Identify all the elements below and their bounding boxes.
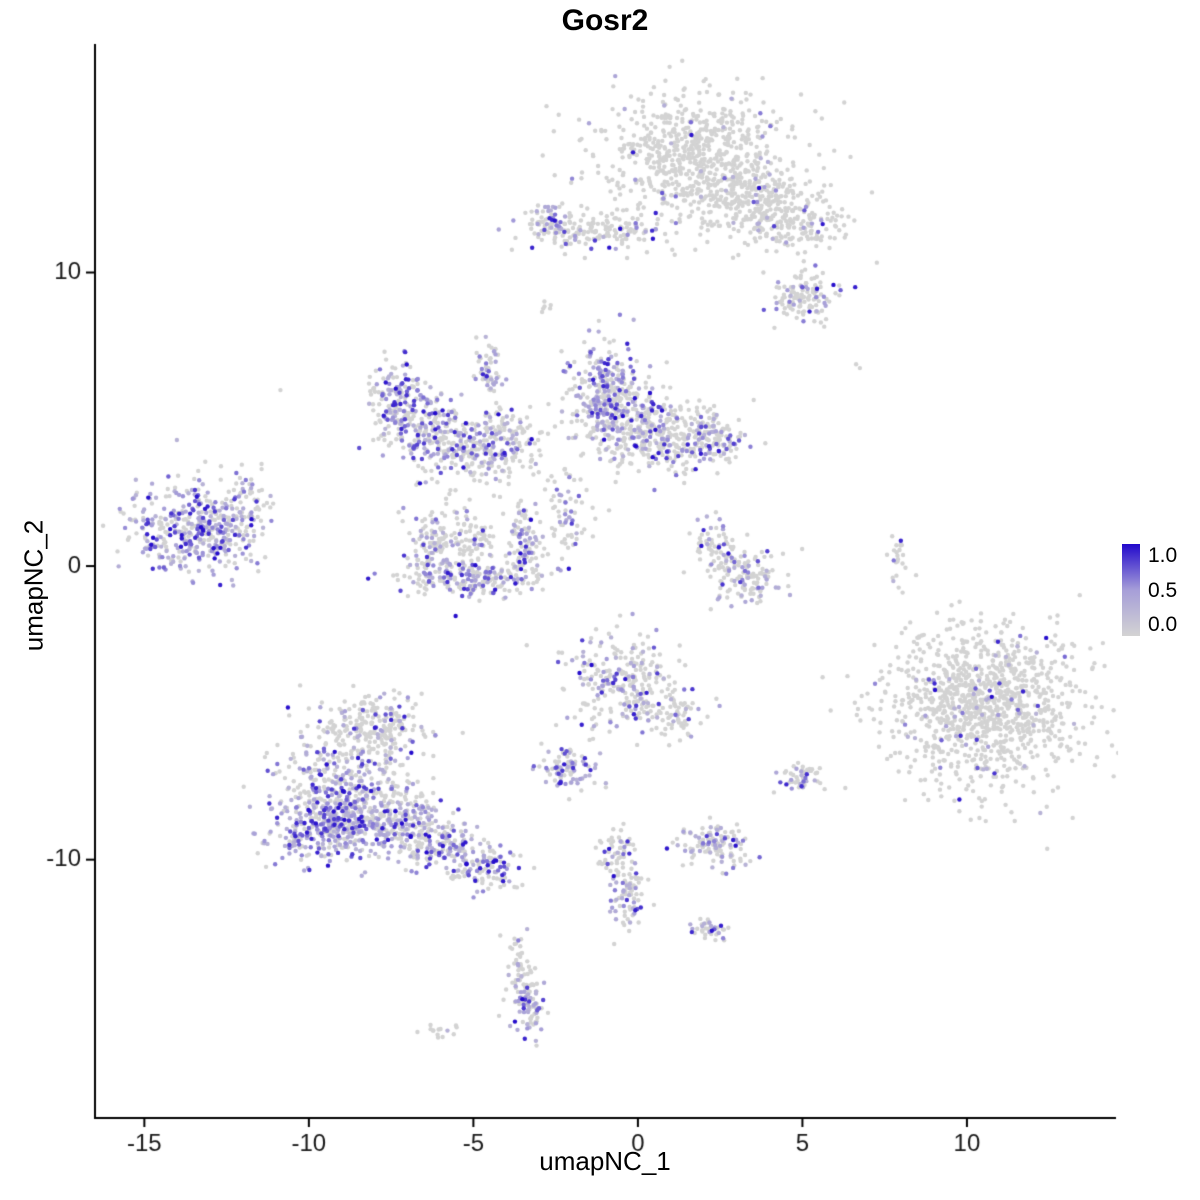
legend-tick-label: 1.0	[1148, 544, 1178, 567]
colorbar-legend: 1.0 0.5 0.0	[1122, 544, 1177, 636]
y-axis-label: umapNC_2	[18, 519, 49, 652]
legend-tick-label: 0.5	[1148, 578, 1178, 602]
legend-gradient-bar	[1122, 544, 1140, 636]
legend-tick-labels: 1.0 0.5 0.0	[1148, 544, 1177, 636]
x-axis-label: umapNC_1	[539, 1146, 671, 1176]
chart-title: Gosr2	[561, 4, 649, 37]
legend-tick-label: 0.0	[1148, 613, 1178, 636]
